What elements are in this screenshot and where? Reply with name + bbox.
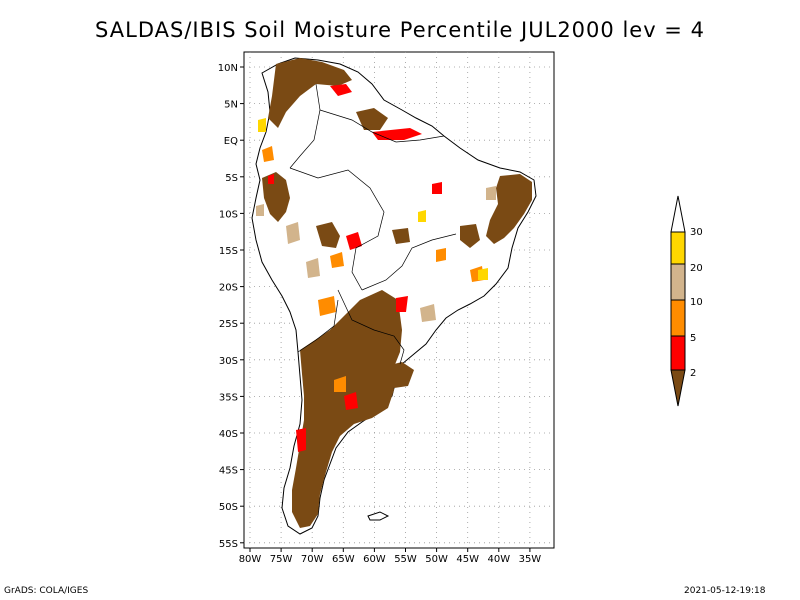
footer-timestamp: 2021-05-12-19:18 bbox=[684, 586, 766, 596]
colorbar-label-2: 2 bbox=[690, 368, 696, 379]
lon-tick-label: 40W bbox=[487, 554, 510, 565]
colorbar-bottom-arrow bbox=[670, 369, 686, 407]
lat-tick-label: 10S bbox=[219, 209, 238, 220]
lat-tick-label: 40S bbox=[219, 429, 238, 440]
latitude-tick-labels: 10N 5N EQ 5S 10S 15S 20S 25S 30S 35S 40S 45S 50S 55S bbox=[218, 63, 244, 550]
map-title: SALDAS/IBIS Soil Moisture Percentile JUL… bbox=[95, 18, 705, 42]
colorbar-label-10: 10 bbox=[690, 297, 703, 308]
lon-tick-label: 75W bbox=[270, 554, 293, 565]
lat-tick-label: 55S bbox=[219, 539, 238, 550]
lon-tick-label: 55W bbox=[394, 554, 417, 565]
lat-tick-label: 30S bbox=[219, 356, 238, 367]
lat-tick-label: 10N bbox=[218, 63, 238, 74]
colorbar-bin-10-20 bbox=[670, 263, 686, 301]
lat-tick-label: 20S bbox=[219, 283, 238, 294]
colorbar-label-5: 5 bbox=[690, 333, 696, 344]
colorbar-top-arrow bbox=[670, 195, 686, 233]
lat-tick-label: 5S bbox=[225, 173, 238, 184]
percentile-20-30 bbox=[258, 118, 488, 280]
lon-tick-label: 35W bbox=[519, 554, 542, 565]
colorbar-bin-2-5 bbox=[670, 335, 686, 371]
lat-tick-label: 35S bbox=[219, 392, 238, 403]
lat-tick-label: 15S bbox=[219, 246, 238, 257]
footer-credit: GrADS: COLA/IGES bbox=[4, 586, 89, 596]
lat-tick-label: EQ bbox=[224, 136, 238, 147]
lon-tick-label: 80W bbox=[239, 554, 262, 565]
lat-tick-label: 45S bbox=[219, 466, 238, 477]
lat-tick-label: 5N bbox=[224, 100, 238, 111]
colorbar-bin-20-30 bbox=[670, 231, 686, 265]
lon-tick-label: 45W bbox=[456, 554, 479, 565]
lat-tick-label: 25S bbox=[219, 319, 238, 330]
lon-tick-label: 50W bbox=[425, 554, 448, 565]
colorbar: 30 20 10 5 2 bbox=[670, 195, 703, 407]
lon-tick-label: 70W bbox=[301, 554, 324, 565]
lon-tick-label: 65W bbox=[332, 554, 355, 565]
colorbar-bin-5-10 bbox=[670, 299, 686, 337]
percentile-10-20 bbox=[256, 186, 496, 322]
colorbar-label-30: 30 bbox=[690, 227, 703, 238]
percentile-5-10 bbox=[262, 146, 484, 392]
longitude-tick-labels: 80W 75W 70W 65W 60W 55W 50W 45W 40W 35W bbox=[239, 548, 542, 565]
country-borders bbox=[289, 83, 457, 365]
falkland-islands bbox=[367, 511, 390, 521]
lon-tick-label: 60W bbox=[363, 554, 386, 565]
colorbar-label-20: 20 bbox=[690, 263, 703, 274]
lat-tick-label: 50S bbox=[219, 502, 238, 513]
